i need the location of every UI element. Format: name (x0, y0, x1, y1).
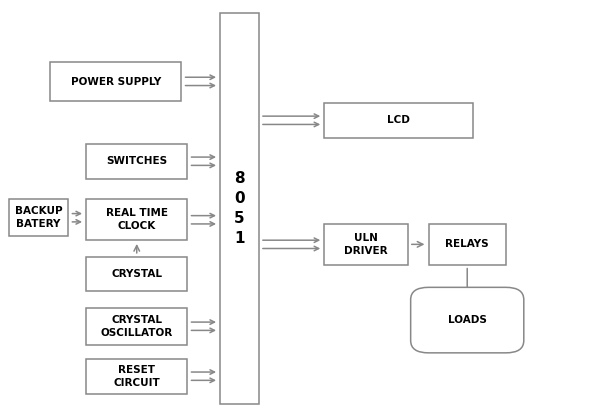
Text: LCD: LCD (387, 115, 410, 125)
Text: CRYSTAL: CRYSTAL (111, 269, 162, 279)
FancyBboxPatch shape (86, 144, 188, 179)
FancyBboxPatch shape (50, 62, 182, 101)
Text: REAL TIME
CLOCK: REAL TIME CLOCK (106, 208, 168, 232)
FancyBboxPatch shape (220, 13, 259, 404)
FancyBboxPatch shape (86, 359, 188, 394)
Text: SWITCHES: SWITCHES (106, 156, 167, 166)
Text: BACKUP
BATERY: BACKUP BATERY (14, 206, 63, 229)
Text: CRYSTAL
OSCILLATOR: CRYSTAL OSCILLATOR (100, 315, 173, 338)
Text: 8
0
5
1: 8 0 5 1 (234, 171, 245, 246)
FancyBboxPatch shape (325, 224, 407, 265)
FancyBboxPatch shape (86, 256, 188, 291)
Text: RELAYS: RELAYS (445, 239, 489, 249)
Text: ULN
DRIVER: ULN DRIVER (344, 233, 388, 256)
FancyBboxPatch shape (410, 287, 524, 353)
FancyBboxPatch shape (86, 308, 188, 345)
FancyBboxPatch shape (9, 199, 69, 236)
Text: LOADS: LOADS (448, 315, 487, 325)
FancyBboxPatch shape (325, 103, 473, 138)
FancyBboxPatch shape (86, 199, 188, 240)
FancyBboxPatch shape (429, 224, 506, 265)
Text: POWER SUPPLY: POWER SUPPLY (71, 77, 161, 87)
Text: RESET
CIRCUIT: RESET CIRCUIT (114, 365, 160, 388)
